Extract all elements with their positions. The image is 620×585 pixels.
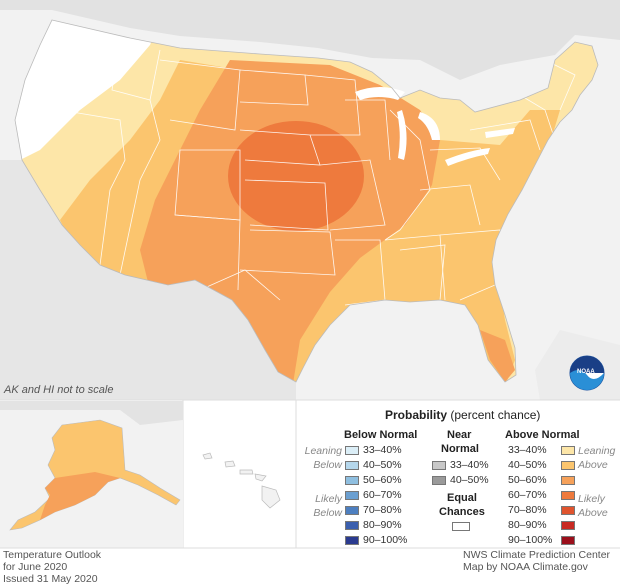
below-range-7: 90–100% [363, 534, 408, 546]
hawaii-islands [202, 452, 281, 509]
swatch-near-40-50 [432, 476, 446, 485]
noaa-logo-text: NOAA [577, 369, 595, 375]
hawaii-oahu [224, 460, 236, 468]
likely-below-label: Likely Below [302, 492, 342, 520]
swatch-above-40-50 [561, 461, 575, 470]
footer-left-line2: for June 2020 [3, 561, 68, 573]
swatch-above-70-80 [561, 506, 575, 515]
equal-chances-2: Chances [439, 506, 485, 518]
leaning-above-line2: Above [578, 459, 608, 471]
alaska-shape [9, 419, 181, 531]
lake-huron [418, 112, 440, 140]
above-range-7: 90–100% [508, 534, 553, 546]
lake-superior [355, 87, 405, 100]
footer-right-line2: Map by NOAA Climate.gov [463, 561, 588, 573]
swatch-below-80-90 [345, 521, 359, 530]
hawaii-molokai [239, 469, 254, 475]
below-range-3: 50–60% [363, 474, 402, 486]
swatch-above-60-70 [561, 491, 575, 500]
footer-right-line1: NWS Climate Prediction Center [463, 549, 611, 561]
swatch-above-50-60 [561, 476, 575, 485]
likely-below-line2: Below [313, 507, 342, 519]
scale-note: AK and HI not to scale [4, 384, 114, 396]
swatch-above-90-100 [561, 536, 575, 545]
above-range-6: 80–90% [508, 519, 547, 531]
near-range-2: 40–50% [450, 474, 489, 486]
legend-title: Probability (percent chance) [385, 408, 540, 422]
likely-above-line1: Likely [578, 493, 605, 505]
above-range-1: 33–40% [508, 444, 547, 456]
swatch-above-33-40 [561, 446, 575, 455]
swatch-above-80-90 [561, 521, 575, 530]
below-range-5: 70–80% [363, 504, 402, 516]
swatch-below-60-70 [345, 491, 359, 500]
near-normal-header-2: Normal [441, 443, 479, 455]
swatch-below-90-100 [345, 536, 359, 545]
hawaii-big-island [261, 485, 281, 509]
swatch-below-50-60 [345, 476, 359, 485]
lake-erie [445, 148, 490, 166]
likely-below-line1: Likely [315, 493, 342, 505]
below-range-4: 60–70% [363, 489, 402, 501]
legend-title-bold: Probability [385, 408, 448, 422]
leaning-above-line1: Leaning [578, 445, 616, 457]
likely-above-line2: Above [578, 507, 608, 519]
swatch-equal-chances [452, 522, 470, 531]
footer-right: NWS Climate Prediction Center Map by NOA… [463, 549, 610, 573]
zone-50-60-florida [480, 330, 515, 382]
lake-ontario [485, 128, 515, 138]
leaning-below-line2: Below [313, 459, 342, 471]
lake-michigan [397, 110, 407, 160]
canada-region [0, 0, 620, 80]
below-range-6: 80–90% [363, 519, 402, 531]
above-normal-header: Above Normal [505, 429, 580, 441]
swatch-near-33-40 [432, 461, 446, 470]
near-range-1: 33–40% [450, 459, 489, 471]
above-range-4: 60–70% [508, 489, 547, 501]
swatch-below-40-50 [345, 461, 359, 470]
zone-equal-chances [15, 20, 170, 170]
leaning-below-label: Leaning Below [302, 444, 342, 472]
footer-left-line1: Temperature Outlook [3, 549, 102, 561]
below-range-1: 33–40% [363, 444, 402, 456]
footer-left: Temperature Outlook for June 2020 Issued… [3, 549, 101, 585]
likely-above-label: Likely Above [578, 492, 608, 520]
above-range-2: 40–50% [508, 459, 547, 471]
noaa-logo [569, 355, 605, 391]
above-range-5: 70–80% [508, 504, 547, 516]
swatch-below-33-40 [345, 446, 359, 455]
zone-60-70-above [228, 121, 364, 231]
below-normal-header: Below Normal [344, 429, 418, 441]
conus-outline [14, 19, 599, 383]
near-normal-header-1: Near [447, 429, 472, 441]
swatch-below-70-80 [345, 506, 359, 515]
leaning-above-label: Leaning Above [578, 444, 615, 472]
hawaii-maui [254, 473, 267, 482]
ak-canada [0, 401, 183, 425]
above-range-3: 50–60% [508, 474, 547, 486]
equal-chances-1: Equal [447, 492, 477, 504]
legend-title-rest: (percent chance) [450, 408, 541, 422]
hawaii-kauai [202, 452, 213, 460]
below-range-2: 40–50% [363, 459, 402, 471]
leaning-below-line1: Leaning [304, 445, 342, 457]
state-boundaries [59, 39, 576, 306]
great-lakes [355, 87, 515, 166]
footer-left-line3: Issued 31 May 2020 [3, 573, 98, 585]
mexico-region [0, 160, 296, 400]
